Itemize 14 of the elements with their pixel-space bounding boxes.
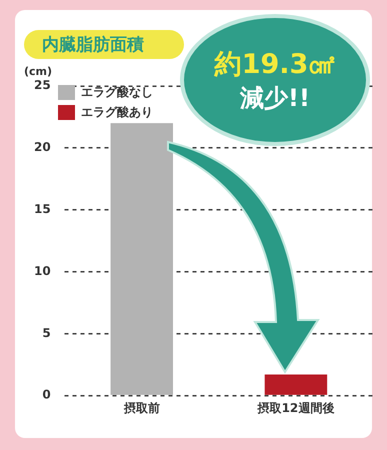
y-tick-label: 10 [34,264,51,278]
y-tick-label: 5 [42,326,51,340]
x-tick-label: 摂取12週間後 [256,400,334,415]
y-tick-label: 20 [34,140,51,154]
legend-label: エラグ酸あり [81,104,153,121]
legend-label: エラグ酸なし [81,84,153,101]
y-tick-label: 0 [42,388,51,402]
x-tick-label: 摂取前 [122,400,160,415]
chart-title: 内臓脂肪面積 [24,30,184,59]
y-tick-label: 15 [34,202,51,216]
annotation: 減少!! [240,83,310,114]
y-tick-label: 25 [34,78,51,92]
text: 約19.3㎠ [214,48,336,82]
y-axis-title: (cm) [24,65,52,78]
